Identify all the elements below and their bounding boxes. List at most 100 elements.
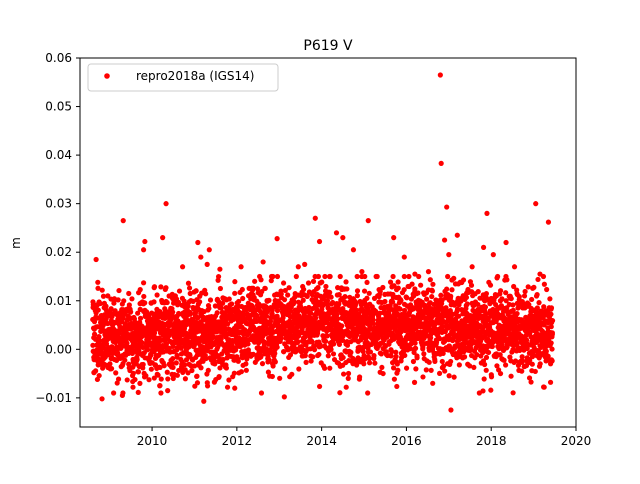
- data-point: [289, 371, 295, 377]
- data-point: [95, 279, 101, 285]
- data-point: [126, 290, 132, 297]
- data-point: [439, 358, 445, 365]
- data-point: [310, 354, 316, 360]
- data-point: [315, 273, 321, 280]
- data-point: [94, 376, 101, 383]
- data-point: [278, 335, 284, 342]
- data-point: [229, 301, 235, 307]
- data-point: [391, 235, 397, 241]
- data-point: [170, 364, 176, 370]
- data-point: [323, 283, 329, 290]
- data-point: [379, 364, 385, 371]
- data-point: [519, 368, 525, 374]
- data-point: [537, 271, 543, 277]
- chart-title: P619 V: [303, 38, 353, 54]
- data-point: [108, 306, 114, 312]
- data-point: [444, 204, 450, 210]
- data-point: [545, 219, 552, 225]
- data-point: [203, 355, 209, 362]
- data-point: [451, 275, 457, 281]
- data-point: [380, 284, 386, 291]
- legend-label: repro2018a (IGS14): [136, 69, 254, 83]
- data-point: [438, 160, 444, 166]
- data-point: [395, 279, 401, 285]
- data-point: [307, 333, 313, 339]
- data-point: [316, 351, 322, 358]
- data-point: [321, 365, 328, 371]
- data-point: [111, 300, 117, 306]
- data-point: [361, 361, 367, 367]
- data-point: [483, 354, 490, 361]
- data-point: [135, 369, 142, 375]
- data-point: [449, 287, 455, 293]
- data-point: [235, 358, 241, 364]
- data-point: [484, 210, 490, 216]
- data-point: [548, 324, 554, 330]
- data-point: [182, 362, 188, 368]
- data-point: [134, 356, 140, 363]
- data-point: [370, 320, 376, 326]
- data-point: [250, 285, 256, 291]
- data-point: [394, 383, 400, 390]
- data-point: [124, 377, 130, 383]
- data-point: [143, 373, 149, 379]
- data-point: [163, 341, 170, 347]
- x-tick-label: 2018: [476, 434, 507, 448]
- data-point: [497, 352, 503, 358]
- data-point: [187, 290, 193, 297]
- data-point: [245, 341, 251, 347]
- data-point: [215, 273, 222, 280]
- data-point: [451, 374, 457, 380]
- data-point: [186, 285, 193, 291]
- data-point: [420, 313, 427, 320]
- data-point: [536, 300, 542, 306]
- data-point: [198, 254, 204, 260]
- data-point: [430, 380, 436, 386]
- data-point: [365, 218, 371, 224]
- data-point: [499, 296, 505, 302]
- data-point: [148, 300, 154, 306]
- data-point: [471, 364, 477, 371]
- data-point: [390, 273, 396, 280]
- data-point: [132, 376, 138, 383]
- data-point: [269, 373, 275, 380]
- data-point: [529, 361, 535, 367]
- data-point: [216, 373, 222, 380]
- data-point: [226, 327, 233, 333]
- data-point: [510, 307, 516, 313]
- data-point: [432, 321, 438, 327]
- data-point: [409, 281, 415, 287]
- data-point: [192, 309, 199, 316]
- data-point: [336, 301, 342, 307]
- data-point: [410, 358, 417, 365]
- data-point: [334, 311, 340, 318]
- data-point: [548, 305, 555, 311]
- data-point: [232, 385, 238, 391]
- data-point: [201, 398, 207, 404]
- data-point: [280, 280, 287, 286]
- data-point: [531, 284, 537, 290]
- data-point: [490, 252, 496, 258]
- data-point: [532, 368, 538, 375]
- data-point: [140, 280, 147, 286]
- data-point: [95, 307, 101, 313]
- data-point: [96, 372, 102, 379]
- data-point: [365, 390, 371, 396]
- data-point: [154, 292, 160, 298]
- data-point: [224, 384, 231, 390]
- data-point: [129, 296, 135, 302]
- data-point: [135, 389, 141, 396]
- data-point: [259, 361, 266, 367]
- data-point: [336, 292, 342, 298]
- data-point: [308, 358, 314, 364]
- data-point: [333, 230, 340, 236]
- data-point: [483, 367, 489, 373]
- data-point: [158, 390, 164, 396]
- data-point: [274, 273, 281, 280]
- data-point: [354, 288, 361, 294]
- data-point: [287, 352, 294, 358]
- data-point: [510, 302, 516, 308]
- data-point: [480, 343, 486, 349]
- data-point: [511, 264, 518, 270]
- data-point: [169, 360, 175, 366]
